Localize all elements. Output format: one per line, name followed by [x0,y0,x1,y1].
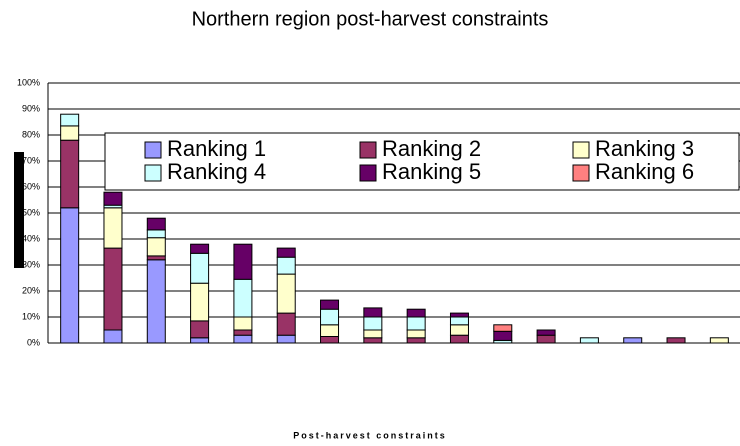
bar-segment [406,316,426,331]
y-axis-title-block [14,152,24,268]
y-tick-label: 30% [22,259,40,269]
bar-segment [146,255,166,261]
bar-segment [60,125,80,141]
bar-segment [536,329,556,336]
chart-title: Northern region post-harvest constraints [192,8,549,30]
bar-segment [233,278,253,318]
bar-segment [449,334,469,344]
y-tick-label: 40% [22,233,40,243]
bar-segment [320,336,340,344]
bar-segment [276,334,296,344]
legend-swatch [359,141,377,159]
bar-segment [276,312,296,336]
legend-label: Ranking 1 [167,136,266,161]
y-tick-label: 60% [22,181,40,191]
bar-segment [233,243,253,280]
y-tick-label: 70% [22,155,40,165]
bar-segment [449,324,469,336]
bar-segment [579,337,599,344]
bar-segment [276,247,296,258]
legend-box [104,132,740,191]
bar-segment [60,113,80,127]
bar-segment [493,324,513,332]
bar-segment [60,139,80,209]
bar-segment [363,337,383,344]
legend-label: Ranking 6 [595,159,694,184]
bar-segment [103,247,123,331]
bar-segment [103,191,123,206]
y-tick-label: 10% [22,311,40,321]
bar-segment [666,337,686,344]
legend-label: Ranking 4 [167,159,266,184]
bar-segment [276,273,296,314]
y-tick-label: 20% [22,285,40,295]
bar-segment [449,316,469,326]
bar-segment [190,282,210,322]
bar-segment [276,256,296,275]
bar-segment [190,252,210,284]
bar-segment [320,299,340,310]
legend-swatch [144,141,162,159]
bar-segment [406,308,426,318]
bar-segment [320,308,340,326]
bar-segment [146,217,166,231]
legend-label: Ranking 5 [382,159,481,184]
bar-segment [536,334,556,344]
bar-segment [190,337,210,344]
bar-segment [363,329,383,339]
bar-segment [406,329,426,339]
legend-swatch [572,141,590,159]
bar-segment [146,237,166,257]
bar-segment [233,316,253,331]
bar-segment [493,330,513,341]
legend-swatch [144,164,162,182]
y-tick-label: 50% [22,207,40,217]
bar-segment [146,229,166,239]
y-tick-label: 100% [17,77,40,87]
y-tick-label: 80% [22,129,40,139]
bar-segment [406,337,426,344]
x-axis-title: Post-harvest constraints [293,430,447,440]
bar-segment [103,207,123,249]
bar-segment [190,320,210,339]
bar-segment [190,243,210,254]
bar-segment [363,316,383,331]
legend-label: Ranking 2 [382,136,481,161]
bar-segment [103,329,123,344]
bar-segment [449,312,469,318]
legend-swatch [572,164,590,182]
bar-segment [146,259,166,344]
bar-segment [363,307,383,318]
legend-label: Ranking 3 [595,136,694,161]
bar-segment [233,329,253,336]
y-tick-label: 0% [27,337,40,347]
y-tick-label: 90% [22,103,40,113]
bar-segment [623,337,643,344]
bar-segment [233,334,253,344]
bar-segment [320,324,340,337]
legend-swatch [359,164,377,182]
bar-segment [60,207,80,344]
bar-segment [709,337,729,344]
